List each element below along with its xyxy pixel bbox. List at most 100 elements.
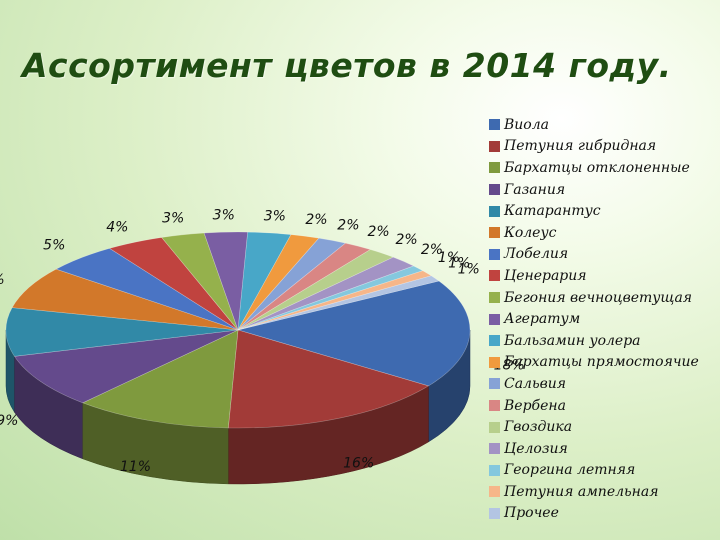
- legend-item: Георгина летняя: [489, 460, 699, 482]
- legend-swatch: [489, 162, 500, 174]
- data-label: 2%: [395, 232, 417, 248]
- legend-label: Колеус: [504, 224, 557, 241]
- legend-item: Бегония вечноцветущая: [489, 287, 699, 309]
- legend-label: Бархатцы отклоненные: [504, 159, 690, 176]
- legend-swatch: [489, 443, 500, 455]
- legend-swatch: [489, 184, 500, 196]
- pie-slice: [237, 231, 292, 331]
- legend-label: Бальзамин уолера: [504, 332, 641, 349]
- data-label: 2%: [421, 242, 443, 258]
- legend-item: Прочее: [489, 503, 699, 525]
- pie-slice: [237, 249, 395, 331]
- legend-swatch: [489, 400, 500, 412]
- legend-swatch: [489, 486, 500, 498]
- data-label: 11%: [120, 459, 151, 475]
- legend-swatch: [489, 140, 500, 152]
- legend-item: Петуния гибридная: [489, 136, 699, 158]
- pie-slice: [55, 248, 239, 331]
- legend-item: Катарантус: [489, 200, 699, 222]
- data-label: 16%: [343, 456, 374, 472]
- legend-swatch: [489, 335, 500, 347]
- legend-item: Бальзамин уолера: [489, 330, 699, 352]
- legend-swatch: [489, 205, 500, 217]
- pie-slice: [237, 242, 372, 331]
- data-label: 2%: [305, 212, 327, 228]
- chart-legend: Виола Петуния гибридная Бархатцы отклоненн…: [489, 114, 699, 524]
- legend-label: Бегония вечноцветущая: [504, 289, 693, 306]
- data-label: 2%: [368, 224, 390, 240]
- pie-slice: [81, 329, 239, 429]
- pie-sides: [5, 329, 471, 485]
- legend-swatch: [489, 464, 500, 476]
- legend-label: Катарантус: [504, 203, 601, 220]
- legend-item: Вербена: [489, 395, 699, 417]
- legend-item: Гвоздика: [489, 416, 699, 438]
- chart-title: Ассортимент цветов в 2014 году.: [22, 46, 672, 85]
- pie-slice: [237, 275, 440, 331]
- legend-item: Газания: [489, 179, 699, 201]
- legend-swatch: [489, 313, 500, 325]
- legend-swatch: [489, 248, 500, 260]
- legend-swatch: [489, 378, 500, 390]
- pie-slice: [14, 329, 239, 404]
- data-label: 1%: [448, 256, 470, 272]
- legend-label: Петуния гибридная: [504, 138, 657, 155]
- legend-item: Сальвия: [489, 373, 699, 395]
- data-label: 5%: [43, 238, 65, 254]
- legend-swatch: [489, 292, 500, 304]
- legend-swatch: [489, 270, 500, 282]
- legend-label: Петуния ампельная: [504, 483, 659, 500]
- data-label: 3%: [213, 207, 235, 223]
- data-label: 1%: [438, 250, 460, 266]
- pie-slice: [5, 307, 239, 357]
- legend-item: Виола: [489, 114, 699, 136]
- data-label: 7%: [0, 272, 5, 288]
- legend-label: Газания: [504, 181, 566, 198]
- data-label: 2%: [337, 217, 359, 233]
- legend-label: Ценерария: [504, 267, 587, 284]
- legend-item: Лобелия: [489, 244, 699, 266]
- pie-labels: 18%16%11%9%8%7%5%4%3%3%3%2%2%2%2%2%1%1%1…: [0, 207, 525, 474]
- pie-slice: [108, 237, 239, 331]
- data-label: 9%: [0, 413, 18, 429]
- legend-label: Лобелия: [504, 246, 569, 263]
- pie-slice: [237, 265, 424, 331]
- legend-label: Гвоздика: [504, 419, 573, 436]
- legend-item: Агератум: [489, 308, 699, 330]
- pie-slice: [203, 231, 249, 331]
- pie-slice: [227, 329, 430, 429]
- data-label: 1%: [458, 262, 480, 278]
- legend-label: Георгина летняя: [504, 462, 636, 479]
- legend-label: Агератум: [504, 311, 581, 328]
- data-label: 18%: [494, 358, 525, 374]
- pie-slice: [236, 280, 471, 387]
- legend-item: Ценерария: [489, 265, 699, 287]
- legend-item: Петуния ампельная: [489, 481, 699, 503]
- legend-swatch: [489, 421, 500, 433]
- legend-item: Бархатцы прямостоячие: [489, 352, 699, 374]
- data-label: 3%: [264, 208, 286, 224]
- legend-swatch: [489, 119, 500, 131]
- pie-slice: [11, 268, 239, 331]
- pie-slice: [161, 232, 239, 331]
- pie-slice: [237, 237, 347, 331]
- legend-label: Бархатцы прямостоячие: [504, 354, 699, 371]
- legend-label: Сальвия: [504, 375, 567, 392]
- legend-item: Бархатцы отклоненные: [489, 157, 699, 179]
- legend-swatch: [489, 227, 500, 239]
- data-label: 3%: [162, 211, 184, 227]
- pie-tops: [5, 231, 471, 429]
- legend-label: Прочее: [504, 505, 559, 522]
- pie-slice: [237, 234, 320, 331]
- legend-item: Целозия: [489, 438, 699, 460]
- legend-label: Виола: [504, 116, 549, 133]
- legend-label: Вербена: [504, 397, 566, 414]
- pie-slice: [237, 270, 432, 331]
- data-label: 4%: [106, 219, 128, 235]
- legend-swatch: [489, 507, 500, 519]
- legend-item: Колеус: [489, 222, 699, 244]
- pie-slice: [237, 256, 415, 331]
- legend-label: Целозия: [504, 440, 568, 457]
- legend-swatch: [489, 356, 500, 368]
